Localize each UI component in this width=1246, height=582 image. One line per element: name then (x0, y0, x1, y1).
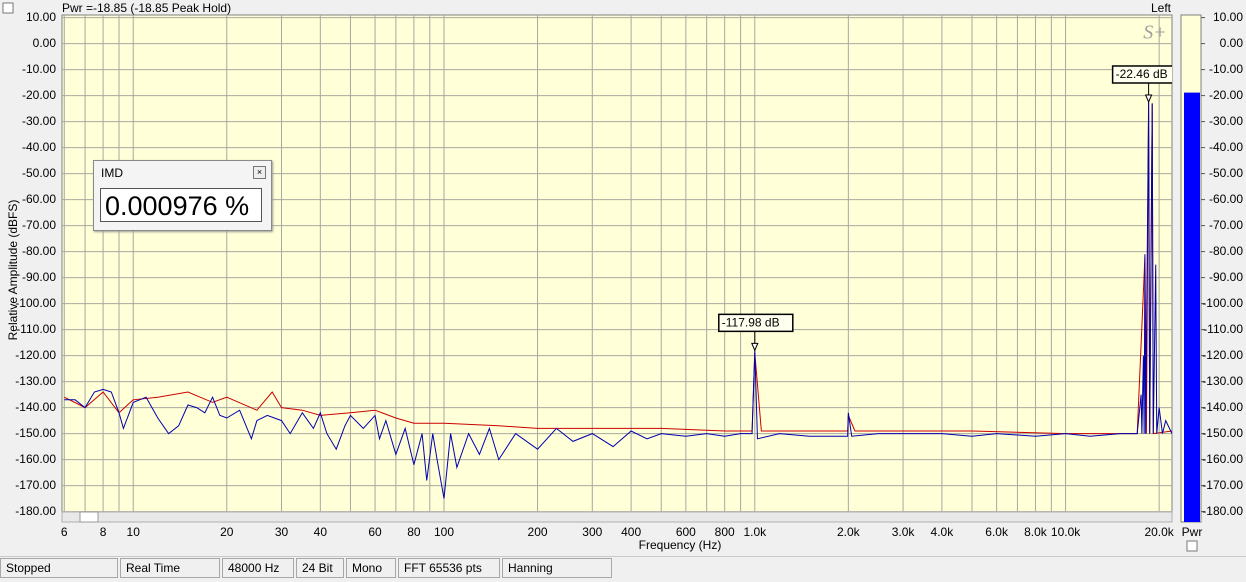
imd-window[interactable]: IMD × 0.000976 % (93, 160, 272, 231)
y-tick-label: 10.00 (26, 10, 56, 24)
y-tick-label: -110.00 (16, 322, 56, 336)
annotation-arrow (751, 342, 759, 352)
spectrum-line (64, 101, 1172, 499)
y-axis-label: Relative Amplitude (dBFS) (6, 200, 20, 341)
x-tick-label: 10 (127, 525, 141, 539)
x-tick-label: 20.0k (1144, 525, 1174, 539)
status-cell: Mono (346, 558, 396, 578)
meter-tick-label: -170.00 (1202, 478, 1243, 492)
meter-tick-label: -20.00 (1209, 88, 1243, 102)
spectrum-line (64, 101, 1172, 435)
meter-tick-label: -80.00 (1209, 244, 1243, 258)
annotation-box (718, 313, 794, 333)
status-cell: Stopped (0, 558, 118, 578)
y-tick-label: -170.00 (15, 478, 56, 492)
annotation-label: -22.46 dB (1116, 67, 1168, 81)
meter-tick-label: -40.00 (1209, 140, 1243, 154)
plot-area (61, 14, 1173, 523)
meter-tick-label: 10.00 (1213, 10, 1243, 24)
scrollbar[interactable] (61, 511, 1173, 523)
meter-tick-label: -50.00 (1209, 166, 1243, 180)
x-tick-label: 10.0k (1051, 525, 1081, 539)
y-tick-label: 0.00 (33, 36, 57, 50)
x-tick-label: 1.0k (743, 525, 767, 539)
x-tick-label: 8.0k (1024, 525, 1048, 539)
y-tick-label: -40.00 (22, 140, 56, 154)
x-tick-label: 6.0k (985, 525, 1009, 539)
status-cell: Real Time (120, 558, 220, 578)
y-tick-label: -160.00 (15, 452, 56, 466)
y-tick-label: -90.00 (22, 270, 56, 284)
status-cell: Hanning (502, 558, 612, 578)
x-tick-label: 600 (676, 525, 696, 539)
analyzer: Pwr =-18.85 (-18.85 Peak Hold) Left -117… (2, 1, 1244, 552)
meter-tick-label: -110.00 (1203, 322, 1243, 336)
logo: S+ (1143, 22, 1167, 44)
y-tick-label: -150.00 (15, 426, 56, 440)
meter-tick-label: -100.00 (1202, 296, 1243, 310)
y-tick-label: -180.00 (15, 504, 56, 518)
meter-tick-label: -70.00 (1209, 218, 1243, 232)
y-tick-label: -100.00 (15, 296, 56, 310)
chart-title: Pwr =-18.85 (-18.85 Peak Hold) (62, 1, 231, 15)
scroll-thumb[interactable] (79, 511, 99, 523)
meter-tick-label: -140.00 (1202, 400, 1243, 414)
x-tick-label: 100 (434, 525, 454, 539)
y-tick-label: -10.00 (22, 62, 56, 76)
x-tick-label: 40 (314, 525, 328, 539)
meter-label: Pwr (1182, 525, 1203, 539)
meter-tick-label: -160.00 (1202, 452, 1243, 466)
annotation-label: -117.98 dB (722, 316, 780, 330)
x-tick-label: 3.0k (892, 525, 916, 539)
status-cell: FFT 65536 pts (398, 558, 500, 578)
status-cell: 24 Bit (296, 558, 344, 578)
x-tick-label: 30 (275, 525, 289, 539)
meter-tick-label: -120.00 (1202, 348, 1243, 362)
y-tick-label: -70.00 (22, 218, 56, 232)
x-tick-label: 6 (61, 525, 68, 539)
annotation-arrow (1144, 94, 1153, 104)
x-tick-label: 300 (582, 525, 602, 539)
channel-label: Left (1151, 1, 1172, 15)
imd-title: IMD (101, 166, 123, 180)
x-axis-label: Frequency (Hz) (639, 538, 722, 552)
meter-tick-label: -30.00 (1209, 114, 1243, 128)
y-tick-label: -80.00 (22, 244, 56, 258)
y-tick-label: -120.00 (15, 348, 56, 362)
y-tick-label: -20.00 (22, 88, 56, 102)
meter-bar (1184, 92, 1200, 523)
x-tick-label: 20 (220, 525, 234, 539)
meter-tick-label: -150.00 (1202, 426, 1243, 440)
meter-tick-label: 0.00 (1220, 36, 1244, 50)
annotation-box (1111, 65, 1172, 84)
status-bar: Stopped Real Time 48000 Hz 24 Bit Mono FFT 65… (0, 556, 1246, 581)
x-tick-label: 60 (368, 525, 382, 539)
meter-tick-label: -130.00 (1202, 374, 1243, 388)
x-tick-label: 4.0k (931, 525, 955, 539)
meter-button[interactable] (1186, 540, 1198, 552)
x-tick-label: 400 (621, 525, 641, 539)
close-button[interactable]: × (253, 166, 266, 179)
meter-tick-label: -10.00 (1209, 62, 1243, 76)
y-tick-label: -30.00 (22, 114, 56, 128)
y-tick-label: -50.00 (22, 166, 56, 180)
meter-tick-label: -180.00 (1202, 504, 1243, 518)
y-tick-label: -130.00 (15, 374, 56, 388)
x-tick-label: 8 (100, 525, 107, 539)
x-tick-label: 2.0k (837, 525, 861, 539)
x-tick-label: 200 (528, 525, 548, 539)
status-cell: 48000 Hz (222, 558, 294, 578)
meter-tick-label: -90.00 (1209, 270, 1243, 284)
imd-value: 0.000976 % (100, 188, 262, 222)
y-tick-label: -60.00 (22, 192, 56, 206)
meter-tick-label: -60.00 (1209, 192, 1243, 206)
x-tick-label: 80 (407, 525, 421, 539)
x-tick-label: 800 (715, 525, 735, 539)
collapse-button[interactable] (2, 2, 14, 14)
y-tick-label: -140.00 (15, 400, 56, 414)
